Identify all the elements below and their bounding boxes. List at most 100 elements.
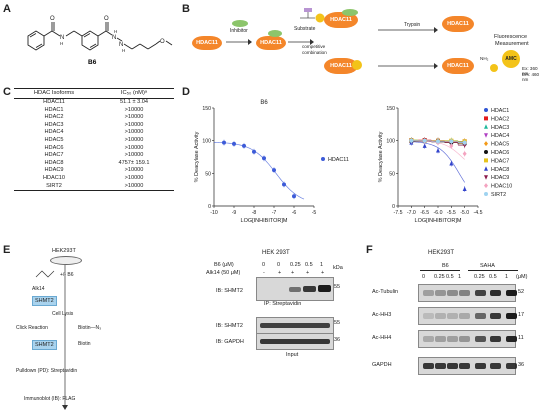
mw-marker: 17: [518, 312, 525, 318]
ic50-cell: >10000: [124, 106, 144, 113]
isoform-cell: HDAC2: [44, 114, 64, 121]
table-row: SIRT2 >10000: [14, 183, 174, 191]
dose-value: 0.5: [489, 274, 497, 280]
table-header-ic50: IC₅₀ (nM)ᵃ: [120, 90, 148, 96]
blot-band: [459, 290, 470, 296]
mw-55-a: 55: [334, 284, 341, 290]
data-point: [484, 150, 488, 154]
blot-band: [447, 290, 458, 296]
isoform-cell: HDAC9: [44, 167, 64, 174]
blot-band: [459, 313, 470, 319]
table-row: HDAC4 >10000: [14, 129, 174, 137]
x-tick-label: -7.5: [394, 210, 403, 216]
blot-band: [423, 363, 434, 369]
panel-label-b: B: [182, 3, 190, 15]
blot-pd-shmt2: [256, 277, 334, 301]
data-point: [484, 166, 488, 171]
ic50-cell: >10000: [124, 152, 144, 159]
x-tick-label: -6: [292, 210, 297, 216]
isoform-cell: HDAC4: [44, 129, 64, 136]
data-point: [462, 140, 467, 145]
table-row: HDAC7 >10000: [14, 152, 174, 160]
blot-e-title: HEK 293T: [262, 250, 290, 256]
data-point: [484, 158, 488, 163]
bound-inhibitor: [268, 30, 282, 37]
svg-text:H: H: [122, 48, 125, 53]
hdac11-complex-top: HDAC11: [324, 12, 358, 28]
blot-strip: [418, 284, 517, 302]
alk14-dose-value: +: [306, 270, 310, 276]
dose-value: 0: [422, 274, 426, 280]
nh2-label: NH₂: [480, 56, 489, 61]
ib-shmt2-label-1: IB: SHMT2: [216, 288, 243, 294]
blot-band: [423, 313, 434, 319]
b6-dose-value: 0: [262, 262, 266, 268]
dose-unit-label: (μM): [516, 274, 528, 280]
data-point: [282, 182, 286, 187]
blot-band: [447, 336, 458, 342]
blot-strip: [418, 357, 517, 375]
biotin-n3-label: Biotin—N₃: [78, 325, 102, 331]
ic50-table: HDAC Isoforms IC₅₀ (nM)ᵃ HDAC11 51.1 ± 3.…: [14, 88, 174, 192]
x-tick-label: -4.5: [474, 210, 483, 216]
x-axis-label: LOG[INHIBITOR]M: [415, 218, 462, 224]
isoform-cell: HDAC11: [43, 99, 65, 105]
x-tick-label: -6.0: [434, 210, 443, 216]
data-point: [252, 149, 256, 154]
isoform-cell: HDAC10: [42, 174, 66, 181]
blot-band: [490, 336, 501, 342]
click-reaction-label: Click Reaction: [16, 325, 48, 331]
isoform-cell: HDAC7: [44, 152, 64, 159]
blot-band: [506, 313, 517, 319]
data-point: [484, 183, 488, 189]
data-point: [462, 186, 467, 192]
blot-band: [475, 313, 486, 319]
data-point: [484, 175, 488, 180]
combination-label: combination: [302, 50, 327, 55]
amc-circle: AMC: [502, 50, 520, 68]
data-point: [484, 124, 488, 129]
mw-marker: 36: [518, 362, 525, 368]
cell-lysis-label: Cell Lysis: [52, 311, 74, 317]
data-point: [449, 161, 454, 166]
saha-group-label: SAHA: [480, 263, 495, 269]
kda-label-e: kDa: [333, 265, 343, 271]
blot-band: [459, 336, 470, 342]
blot-input-shmt2: [256, 317, 334, 334]
x-tick-label: -5.5: [447, 210, 456, 216]
dose-value: 0.25: [474, 274, 485, 280]
svg-text:H: H: [114, 29, 117, 34]
blot-band: [490, 290, 501, 296]
blot-band: [506, 363, 517, 369]
x-tick-label: -10: [210, 210, 218, 216]
data-point: [422, 138, 427, 143]
hdac11-product-top: HDAC11: [442, 16, 474, 32]
hdac11-product-bottom: HDAC11: [442, 58, 474, 74]
ex-label: Ex: 360 nm: [522, 66, 538, 76]
panel-label-c: C: [3, 86, 11, 98]
blot-band: [435, 290, 446, 296]
trypsin-arrows: [378, 27, 438, 69]
arrow-2: [288, 39, 314, 45]
ic50-cell: >10000: [124, 121, 144, 128]
blot-f-title: HEK293T: [428, 250, 455, 256]
b6-treatment-label: +/- B6: [60, 272, 74, 278]
data-point: [321, 157, 325, 161]
y-tick-label: 150: [386, 106, 395, 112]
inhibitor-label: Inhibitor: [230, 28, 248, 34]
ic50-cell: 4757± 159.1: [118, 159, 150, 166]
legend-label: HDAC4: [491, 133, 509, 139]
blot-band: [475, 363, 486, 369]
panel-label-a: A: [3, 3, 11, 15]
culture-dish: [50, 256, 82, 265]
b6-dose-label: B6 (μM): [214, 262, 234, 268]
blot-band: [506, 290, 517, 296]
isoform-cell: SIRT2: [46, 182, 62, 189]
legend-label: HDAC8: [491, 167, 509, 173]
data-point: [262, 156, 266, 161]
arrow-1: [226, 39, 252, 45]
blot-band: [423, 290, 434, 296]
hdac11-enzyme-1: HDAC11: [192, 36, 222, 50]
ic50-cell: 51.1 ± 3.04: [120, 99, 148, 105]
legend-label: HDAC1: [491, 108, 509, 114]
